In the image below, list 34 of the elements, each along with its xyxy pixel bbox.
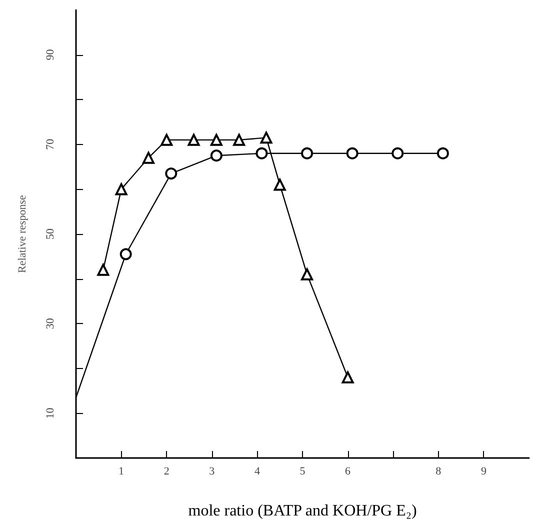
point	[301, 147, 314, 160]
y-tick-label: 30	[44, 318, 56, 330]
x-tick-label: 3	[209, 466, 216, 478]
x-tick-label: 9	[480, 466, 487, 478]
point	[342, 371, 354, 384]
x-tick-label: 2	[164, 466, 170, 478]
x-axis-title: mole ratio (BATP and KOH/PG E₂)	[188, 502, 417, 520]
point	[120, 248, 132, 260]
x-tick-label: 8	[436, 466, 442, 478]
point	[115, 183, 128, 196]
point	[346, 147, 358, 160]
y-tick-label: 90	[44, 48, 56, 60]
x-tick-label: 4	[254, 466, 260, 478]
x-tick-label: 6	[345, 466, 352, 478]
point	[210, 150, 222, 162]
point	[160, 134, 173, 146]
point	[233, 134, 246, 146]
point	[256, 147, 268, 160]
y-axis-title: Relative response	[16, 194, 28, 273]
point	[165, 168, 178, 180]
point	[97, 264, 110, 276]
point	[260, 132, 272, 144]
point	[392, 147, 404, 160]
point	[142, 152, 154, 164]
x-tick-label: 1	[118, 466, 124, 478]
y-tick-label: 10	[44, 407, 56, 419]
point	[274, 178, 286, 191]
x-tick-label: 5	[300, 466, 306, 478]
y-tick-label: 70	[44, 138, 56, 150]
point	[301, 268, 314, 280]
point	[188, 134, 200, 146]
y-tick-label: 50	[44, 228, 56, 240]
point	[436, 147, 449, 160]
point	[210, 134, 222, 146]
